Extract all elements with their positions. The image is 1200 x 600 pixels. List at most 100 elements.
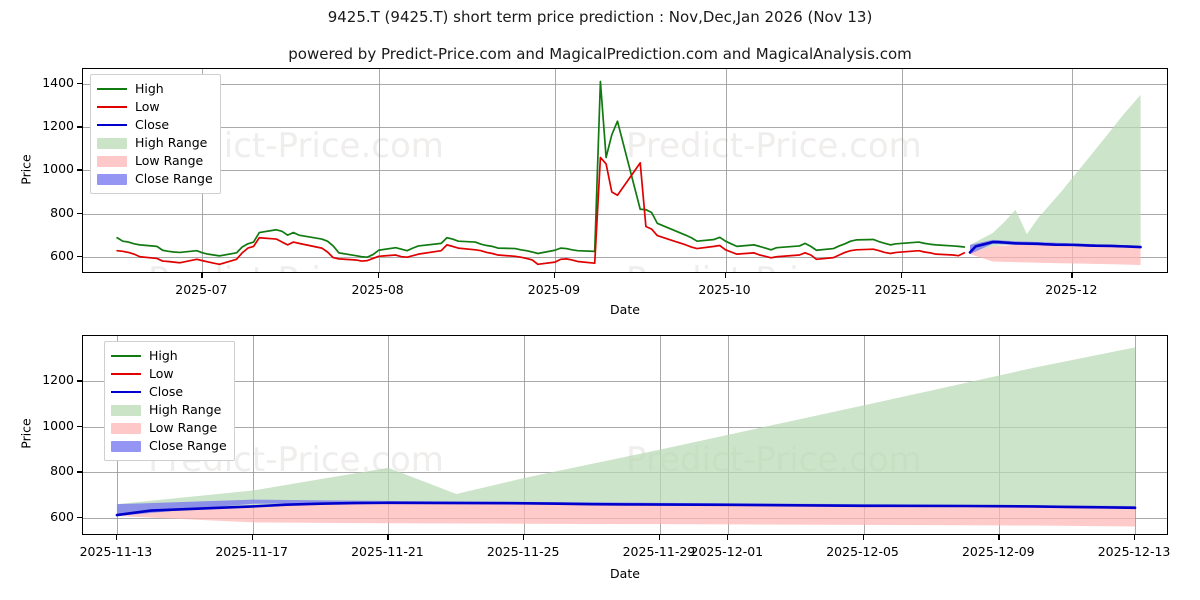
legend-swatch-close-range-icon [97, 173, 127, 185]
legend-swatch-close-line-icon [97, 124, 127, 126]
legend-label: Close Range [149, 438, 227, 453]
legend-swatch-low-line-icon [111, 373, 141, 375]
legend-swatch-close-range-icon [111, 440, 141, 452]
grid-line-horizontal [83, 213, 1167, 215]
band-close-range [116, 499, 1136, 516]
x-tick-mark [523, 535, 525, 540]
series-canvas [116, 80, 1142, 266]
line-low [116, 156, 966, 266]
y-tick-label: 600 [50, 508, 74, 524]
y-tick-label: 1000 [42, 417, 74, 433]
watermark: Predict-Price.com [626, 126, 922, 167]
legend-swatch-high-line-icon [97, 88, 127, 90]
legend-label: Close [149, 384, 184, 399]
legend-swatch-low-range-icon [111, 422, 141, 434]
legend-item-high[interactable]: High [111, 347, 227, 365]
y-tick-label: 800 [50, 204, 74, 220]
y-tick-label: 1200 [42, 372, 74, 388]
line-high [116, 80, 966, 259]
legend-item-high-range[interactable]: High Range [97, 134, 213, 152]
legend-label: Low [149, 366, 174, 381]
bottom-x-axis-label: Date [610, 566, 640, 581]
x-tick-mark [553, 273, 556, 278]
legend-item-high-range[interactable]: High Range [111, 401, 227, 419]
grid-line-vertical [725, 69, 727, 272]
legend-label: Close [135, 117, 170, 132]
legend-item-low[interactable]: Low [111, 365, 227, 383]
legend-item-low-range[interactable]: Low Range [111, 419, 227, 437]
x-tick-label: 2025-11-25 [486, 544, 560, 559]
y-tick-mark [77, 255, 82, 258]
x-tick-mark [862, 535, 864, 540]
legend-label: Low [135, 99, 160, 114]
x-tick-mark [724, 273, 726, 278]
x-tick-label: 2025-12 [1045, 282, 1098, 297]
y-tick-mark [77, 169, 82, 171]
top-chart-legend[interactable]: High Low Close High Range Low Range Close Ran… [90, 74, 221, 194]
grid-line-horizontal [83, 170, 1167, 172]
legend-swatch-high-line-icon [111, 355, 141, 357]
legend-item-low[interactable]: Low [97, 98, 213, 116]
y-tick-label: 1000 [42, 161, 74, 177]
grid-line-horizontal [83, 381, 1167, 383]
band-low-range [116, 502, 1136, 527]
x-tick-label: 2025-11-29 [622, 544, 696, 559]
legend-swatch-low-line-icon [97, 106, 127, 108]
y-tick-mark [77, 516, 82, 519]
x-tick-mark [658, 535, 661, 540]
x-tick-label: 2025-12-09 [961, 544, 1035, 559]
legend-label: High Range [149, 402, 222, 417]
bottom-chart-legend[interactable]: High Low Close High Range Low Range Close Ran… [104, 341, 235, 461]
top-plot-area: Predict-Price.comPredict-Price.comPredic… [82, 68, 1168, 273]
legend-item-close[interactable]: Close [111, 383, 227, 401]
x-tick-label: 2025-11-21 [351, 544, 424, 559]
grid-line-horizontal [83, 426, 1167, 428]
grid-line-vertical [901, 69, 903, 272]
y-tick-mark [77, 212, 82, 214]
x-tick-label: 2025-12-05 [826, 544, 899, 559]
y-tick-label: 800 [50, 463, 74, 479]
legend-item-low-range[interactable]: Low Range [97, 152, 213, 170]
grid-line-vertical [524, 336, 526, 534]
x-tick-mark [998, 535, 1000, 540]
legend-item-high[interactable]: High [97, 80, 213, 98]
x-tick-label: 2025-07 [175, 282, 228, 297]
x-tick-label: 2025-12-01 [690, 544, 764, 559]
y-tick-mark [77, 126, 82, 128]
legend-swatch-high-range-icon [97, 137, 127, 149]
x-tick-mark [201, 273, 203, 278]
legend-swatch-close-line-icon [111, 391, 141, 393]
x-tick-label: 2025-11-17 [215, 544, 289, 559]
x-tick-mark [900, 273, 903, 278]
legend-label: High [149, 348, 178, 363]
page-subtitle: powered by Predict-Price.com and Magical… [288, 45, 912, 63]
x-tick-label: 2025-09 [527, 282, 581, 297]
top-x-axis-label: Date [610, 302, 640, 317]
x-tick-mark [1134, 535, 1136, 540]
legend-label: High [135, 81, 164, 96]
legend-item-close[interactable]: Close [97, 116, 213, 134]
y-tick-mark [77, 83, 82, 85]
legend-label: Low Range [135, 153, 204, 168]
grid-line-vertical [1135, 336, 1137, 534]
line-close [115, 501, 1137, 517]
x-tick-mark [377, 273, 379, 278]
x-tick-mark [115, 535, 118, 540]
grid-line-vertical [252, 336, 254, 534]
y-tick-mark [77, 380, 82, 382]
grid-line-horizontal [83, 84, 1167, 86]
x-tick-label: 2025-10 [698, 282, 751, 297]
legend-item-close-range[interactable]: Close Range [97, 170, 213, 188]
grid-line-vertical [554, 69, 556, 272]
grid-line-horizontal [83, 127, 1167, 129]
band-high-range [116, 347, 1136, 516]
legend-item-close-range[interactable]: Close Range [111, 437, 227, 455]
y-tick-label: 1400 [42, 75, 74, 91]
band-low-range [969, 244, 1141, 265]
watermark: Predict-Price.com [626, 260, 922, 272]
grid-line-vertical [1072, 69, 1074, 272]
x-tick-label: 2025-12-13 [1097, 544, 1171, 559]
x-tick-label: 2025-11-13 [79, 544, 153, 559]
